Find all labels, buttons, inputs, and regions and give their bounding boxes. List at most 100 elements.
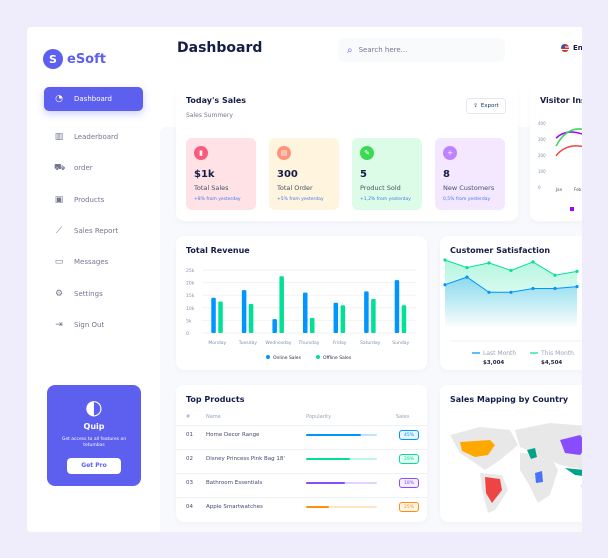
y-tick-label: 100 (538, 169, 546, 174)
eurasia-region (515, 423, 582, 470)
stat-value: 300 (277, 169, 298, 180)
bar-online-sales (394, 280, 400, 333)
x-tick-label: Tuesday (238, 340, 258, 346)
china-region (560, 435, 582, 455)
brazil-region (485, 477, 502, 503)
row-divider (176, 473, 427, 474)
export-icon: ⇪ (473, 103, 478, 109)
product-number: 04 (186, 504, 193, 510)
app-name: eSoft (67, 51, 106, 67)
stat-delta: +1,2% from yesterday (360, 197, 411, 202)
sidebar-item-sales-report[interactable]: ⟋ Sales Report (44, 219, 143, 243)
sidebar-item-settings[interactable]: ⚙ Settings (44, 282, 143, 306)
product-number: 01 (186, 432, 193, 438)
bar-chart-icon: ▥ (54, 132, 64, 142)
column-header: # (186, 414, 191, 420)
cart-icon: ⛟ (54, 162, 66, 173)
stat-label: Total Sales (194, 184, 229, 192)
bag-icon: ▣ (54, 195, 64, 205)
row-divider (176, 425, 427, 426)
stat-value: 5 (360, 169, 367, 180)
data-point (443, 283, 447, 287)
column-header: Sales (396, 414, 410, 420)
column-header: Popularity (306, 414, 332, 420)
stat-delta: 0,5% from yesterday (443, 197, 491, 202)
x-tick-label: Wednesday (265, 340, 291, 346)
sidebar-item-label: Sign Out (74, 321, 105, 329)
visitor-insights-title: Visitor Insights (540, 96, 582, 105)
sidebar-item-messages[interactable]: ▭ Messages (44, 250, 143, 274)
us-flag-icon (561, 44, 569, 52)
product-name[interactable]: Apple Smartwatches (206, 504, 263, 510)
bar-offline-sales (371, 298, 376, 333)
y-tick-label: 300 (538, 137, 546, 142)
product-name[interactable]: Home Decor Range (206, 432, 260, 438)
sales-map-title: Sales Mapping by Country (450, 395, 569, 404)
australia-region (580, 484, 582, 489)
indonesia-region (565, 468, 582, 476)
sidebar-item-label: Sales Report (74, 227, 119, 235)
data-point (531, 286, 535, 291)
export-button[interactable]: ⇪ Export (466, 98, 506, 114)
todays-sales-title: Today's Sales (186, 96, 247, 105)
logo-icon: S (43, 49, 63, 69)
language-label: Eng (573, 44, 582, 52)
x-tick-label: Jan (555, 187, 563, 192)
bar-online-sales (303, 292, 308, 333)
popularity-bar (306, 506, 330, 508)
todays-sales-card: Today's Sales Sales Summery ⇪ Export ▮ $1k… (176, 86, 518, 221)
sidebar-item-sign-out[interactable]: ⇥ Sign Out (44, 313, 143, 337)
get-pro-button[interactable]: Get Pro (67, 457, 121, 474)
data-point (487, 290, 491, 294)
x-tick-label: Saturday (360, 340, 381, 346)
sidebar-item-products[interactable]: ▣ Products (44, 188, 143, 212)
total-revenue-chart: 25k 20k 15k 10k 5k 0 Monday Tuesday Wednesday Thu… (186, 268, 416, 361)
customer-satisfaction-card: Customer Satisfaction Last Month $3,004 Th… (440, 236, 582, 370)
saudi-region (527, 448, 537, 459)
language-selector[interactable]: Eng (561, 44, 582, 52)
product-name[interactable]: Bathroom Essentials (206, 480, 263, 486)
logo[interactable]: S eSoft (43, 49, 106, 69)
congo-region (535, 471, 543, 483)
sales-badge: 29% (399, 454, 419, 464)
stat-card: ✎ 5 Product Sold +1,2% from yesterday (352, 138, 422, 210)
product-name[interactable]: Disney Princess Pink Bag 18' (206, 456, 285, 462)
bar-online-sales (333, 302, 339, 333)
sales-badge: 25% (399, 502, 419, 512)
bar-offline-sales (248, 304, 254, 333)
stat-value: $1k (194, 169, 215, 180)
stat-label: Product Sold (360, 184, 401, 192)
row-divider (176, 497, 427, 498)
legend-label: This Month (540, 350, 574, 357)
data-point (465, 275, 469, 279)
bar-offline-sales (218, 301, 223, 333)
data-point (531, 260, 535, 264)
export-label: Export (480, 103, 499, 109)
data-point (553, 286, 557, 291)
sidebar-item-order[interactable]: ⛟ order (44, 156, 143, 180)
bar-offline-sales (279, 276, 284, 333)
x-tick-label: Monday (208, 340, 226, 346)
page-title: Dashboard (177, 40, 263, 56)
sales-badge: 45% (399, 430, 419, 440)
sign-out-icon: ⇥ (55, 320, 63, 330)
user-add-icon: + (443, 146, 457, 160)
gear-icon: ⚙ (54, 289, 64, 299)
legend-marker (570, 207, 574, 211)
stat-label: Total Order (277, 184, 313, 192)
stat-card: ▤ 300 Total Order +5% from yesterday (269, 138, 339, 210)
search-placeholder: Search here... (358, 46, 408, 54)
sidebar-item-dashboard[interactable]: ◔ Dashboard (44, 87, 143, 111)
search-input[interactable]: ⌕ Search here... (338, 38, 505, 62)
sidebar-item-leaderboard[interactable]: ▥ Leaderboard (44, 125, 143, 149)
customer-satisfaction-title: Customer Satisfaction (450, 246, 551, 255)
bar-online-sales (272, 319, 277, 333)
sales-badge: 18% (399, 478, 419, 488)
data-point (553, 273, 557, 277)
app-window: S eSoft ◔ Dashboard ▥ Leaderboard ⛟ order ▣ Pro… (27, 27, 582, 532)
x-tick-label: Sunday (392, 340, 409, 346)
legend-value: $3,004 (483, 360, 504, 366)
y-tick-label: 25k (186, 268, 195, 274)
data-point (575, 285, 579, 289)
top-products-title: Top Products (186, 395, 245, 404)
